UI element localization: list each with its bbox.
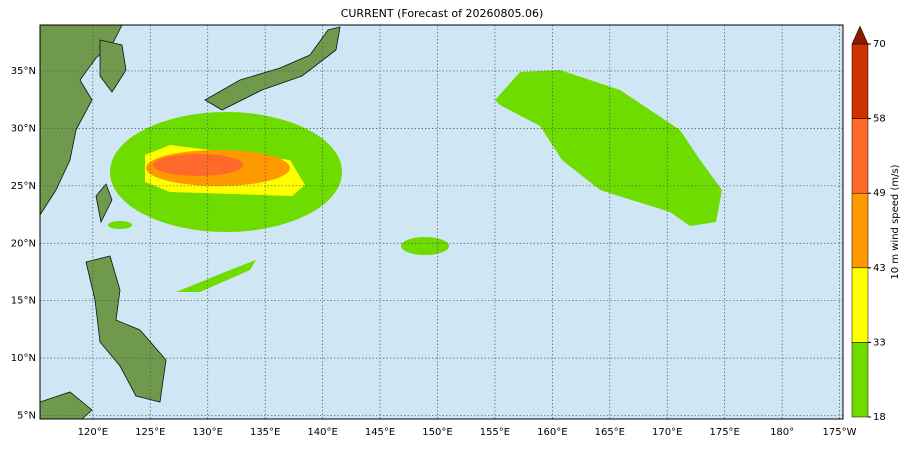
x-tick-label: 120°E xyxy=(78,427,108,438)
colorbar-tick-label: 18 xyxy=(873,412,886,423)
wind-field xyxy=(108,70,722,292)
colorbar-segment xyxy=(851,267,869,343)
x-tick-label: 125°E xyxy=(135,427,165,438)
colorbar-tick-label: 33 xyxy=(873,337,886,348)
colorbar-segment xyxy=(851,43,869,119)
map-title: CURRENT (Forecast of 20260805.06) xyxy=(341,7,544,20)
colorbar-segment xyxy=(851,118,869,194)
x-tick-label: 160°E xyxy=(537,427,567,438)
x-tick-label: 175°W xyxy=(823,427,857,438)
y-tick-label: 10°N xyxy=(11,353,36,364)
y-tick-label: 25°N xyxy=(11,181,36,192)
x-tick-label: 150°E xyxy=(422,427,452,438)
colorbar-tick-label: 49 xyxy=(873,188,886,199)
x-tick-label: 145°E xyxy=(365,427,395,438)
y-tick-label: 30°N xyxy=(11,123,36,134)
colorbar: 18 33 43 49 58 70 xyxy=(851,25,886,423)
colorbar-segment xyxy=(851,192,869,269)
x-tick-label: 170°E xyxy=(652,427,682,438)
land xyxy=(39,24,341,420)
x-tick-label: 140°E xyxy=(307,427,337,438)
map-frame xyxy=(39,24,844,420)
colorbar-segment xyxy=(851,342,869,418)
y-tick-label: 35°N xyxy=(11,66,36,77)
x-tick-label: 175°E xyxy=(709,427,739,438)
colorbar-tick-label: 70 xyxy=(873,39,886,50)
colorbar-label: 10 m wind speed (m/s) xyxy=(890,164,901,279)
y-tick-label: 20°N xyxy=(11,238,36,249)
x-tick-label: 130°E xyxy=(193,427,223,438)
colorbar-extend xyxy=(851,25,869,45)
x-tick-label: 180° xyxy=(770,427,794,438)
x-tick-label: 155°E xyxy=(480,427,510,438)
x-tick-label: 135°E xyxy=(250,427,280,438)
colorbar-tick-label: 58 xyxy=(873,114,886,125)
y-tick-label: 15°N xyxy=(11,296,36,307)
y-tick-label: 5°N xyxy=(17,411,36,422)
x-tick-label: 165°E xyxy=(595,427,625,438)
axes: 120°E 125°E 130°E 135°E 140°E 145°E 150°E 155°E… xyxy=(11,25,857,438)
colorbar-tick-label: 43 xyxy=(873,263,886,274)
